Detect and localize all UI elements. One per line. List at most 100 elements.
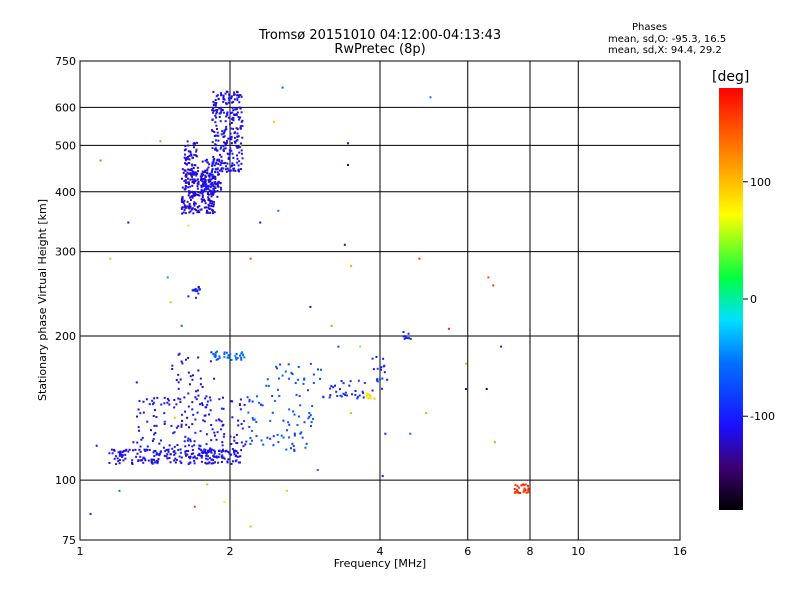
data-point	[227, 97, 230, 100]
data-point	[165, 448, 168, 451]
data-point	[365, 392, 368, 395]
data-point	[517, 486, 520, 489]
data-point	[240, 149, 243, 152]
data-point	[174, 461, 177, 464]
data-point	[190, 190, 193, 193]
data-point	[235, 145, 238, 148]
data-point	[220, 451, 223, 454]
data-point	[227, 354, 230, 357]
data-point	[188, 183, 191, 186]
data-point	[222, 145, 225, 148]
data-point	[271, 395, 274, 398]
data-point	[221, 159, 224, 162]
data-point	[156, 396, 159, 399]
data-point	[220, 407, 223, 410]
data-point	[190, 174, 193, 177]
data-point	[160, 403, 163, 406]
data-point	[229, 132, 232, 135]
data-point	[375, 355, 378, 358]
data-point	[201, 183, 204, 186]
data-point	[194, 296, 197, 299]
data-point	[191, 171, 194, 174]
data-point	[376, 380, 379, 383]
data-point	[235, 358, 238, 361]
data-point	[210, 195, 213, 198]
data-point	[217, 163, 220, 166]
data-point	[260, 439, 263, 442]
data-point	[211, 210, 214, 213]
data-point	[185, 157, 188, 160]
data-point	[201, 172, 204, 175]
data-point	[187, 194, 190, 197]
data-point	[346, 163, 349, 166]
data-point	[258, 401, 261, 404]
colorbar	[719, 88, 743, 510]
data-point	[186, 155, 189, 158]
data-point	[148, 448, 151, 451]
data-point	[234, 455, 237, 458]
data-point	[222, 100, 225, 103]
data-point	[216, 190, 219, 193]
data-point	[192, 289, 195, 292]
data-point	[232, 127, 235, 130]
data-point	[186, 140, 189, 143]
data-point	[317, 368, 320, 371]
data-point	[201, 454, 204, 457]
data-point	[139, 455, 142, 458]
data-point	[197, 170, 200, 173]
data-point	[215, 161, 218, 164]
data-point	[209, 211, 212, 214]
data-point	[121, 451, 124, 454]
data-point	[516, 485, 519, 488]
data-point	[230, 453, 233, 456]
data-point	[196, 389, 199, 392]
data-point	[196, 172, 199, 175]
data-point	[187, 356, 190, 359]
data-point	[147, 459, 150, 462]
data-point	[227, 101, 230, 104]
data-point	[204, 414, 207, 417]
data-point	[198, 403, 201, 406]
data-points	[89, 86, 530, 528]
data-point	[208, 204, 211, 207]
data-point	[227, 137, 230, 140]
data-point	[381, 475, 384, 478]
data-point	[278, 394, 281, 397]
data-point	[185, 181, 188, 184]
data-point	[153, 397, 156, 400]
data-point	[175, 378, 178, 381]
data-point	[204, 169, 207, 172]
data-point	[200, 189, 203, 192]
data-point	[173, 453, 176, 456]
data-point	[132, 449, 135, 452]
data-point	[220, 133, 223, 136]
data-point	[187, 426, 190, 429]
data-point	[214, 186, 217, 189]
data-point	[145, 449, 148, 452]
data-point	[220, 428, 223, 431]
data-point	[191, 164, 194, 167]
colorbar-tick-label: 100	[750, 176, 771, 189]
data-point	[203, 181, 206, 184]
data-point	[296, 378, 299, 381]
data-point	[189, 440, 192, 443]
data-point	[240, 422, 243, 425]
data-point	[230, 142, 233, 145]
data-point	[211, 212, 214, 215]
data-point	[301, 436, 304, 439]
data-point	[251, 400, 254, 403]
data-point	[210, 183, 213, 186]
data-point	[200, 198, 203, 201]
data-point	[228, 123, 231, 126]
data-point	[222, 148, 225, 151]
data-point	[312, 381, 315, 384]
data-point	[236, 98, 239, 101]
data-point	[214, 455, 217, 458]
data-point	[179, 401, 182, 404]
data-point	[188, 211, 191, 214]
data-point	[249, 437, 252, 440]
data-point	[309, 362, 312, 365]
data-point	[168, 457, 171, 460]
data-point	[294, 382, 297, 385]
data-point	[188, 205, 191, 208]
